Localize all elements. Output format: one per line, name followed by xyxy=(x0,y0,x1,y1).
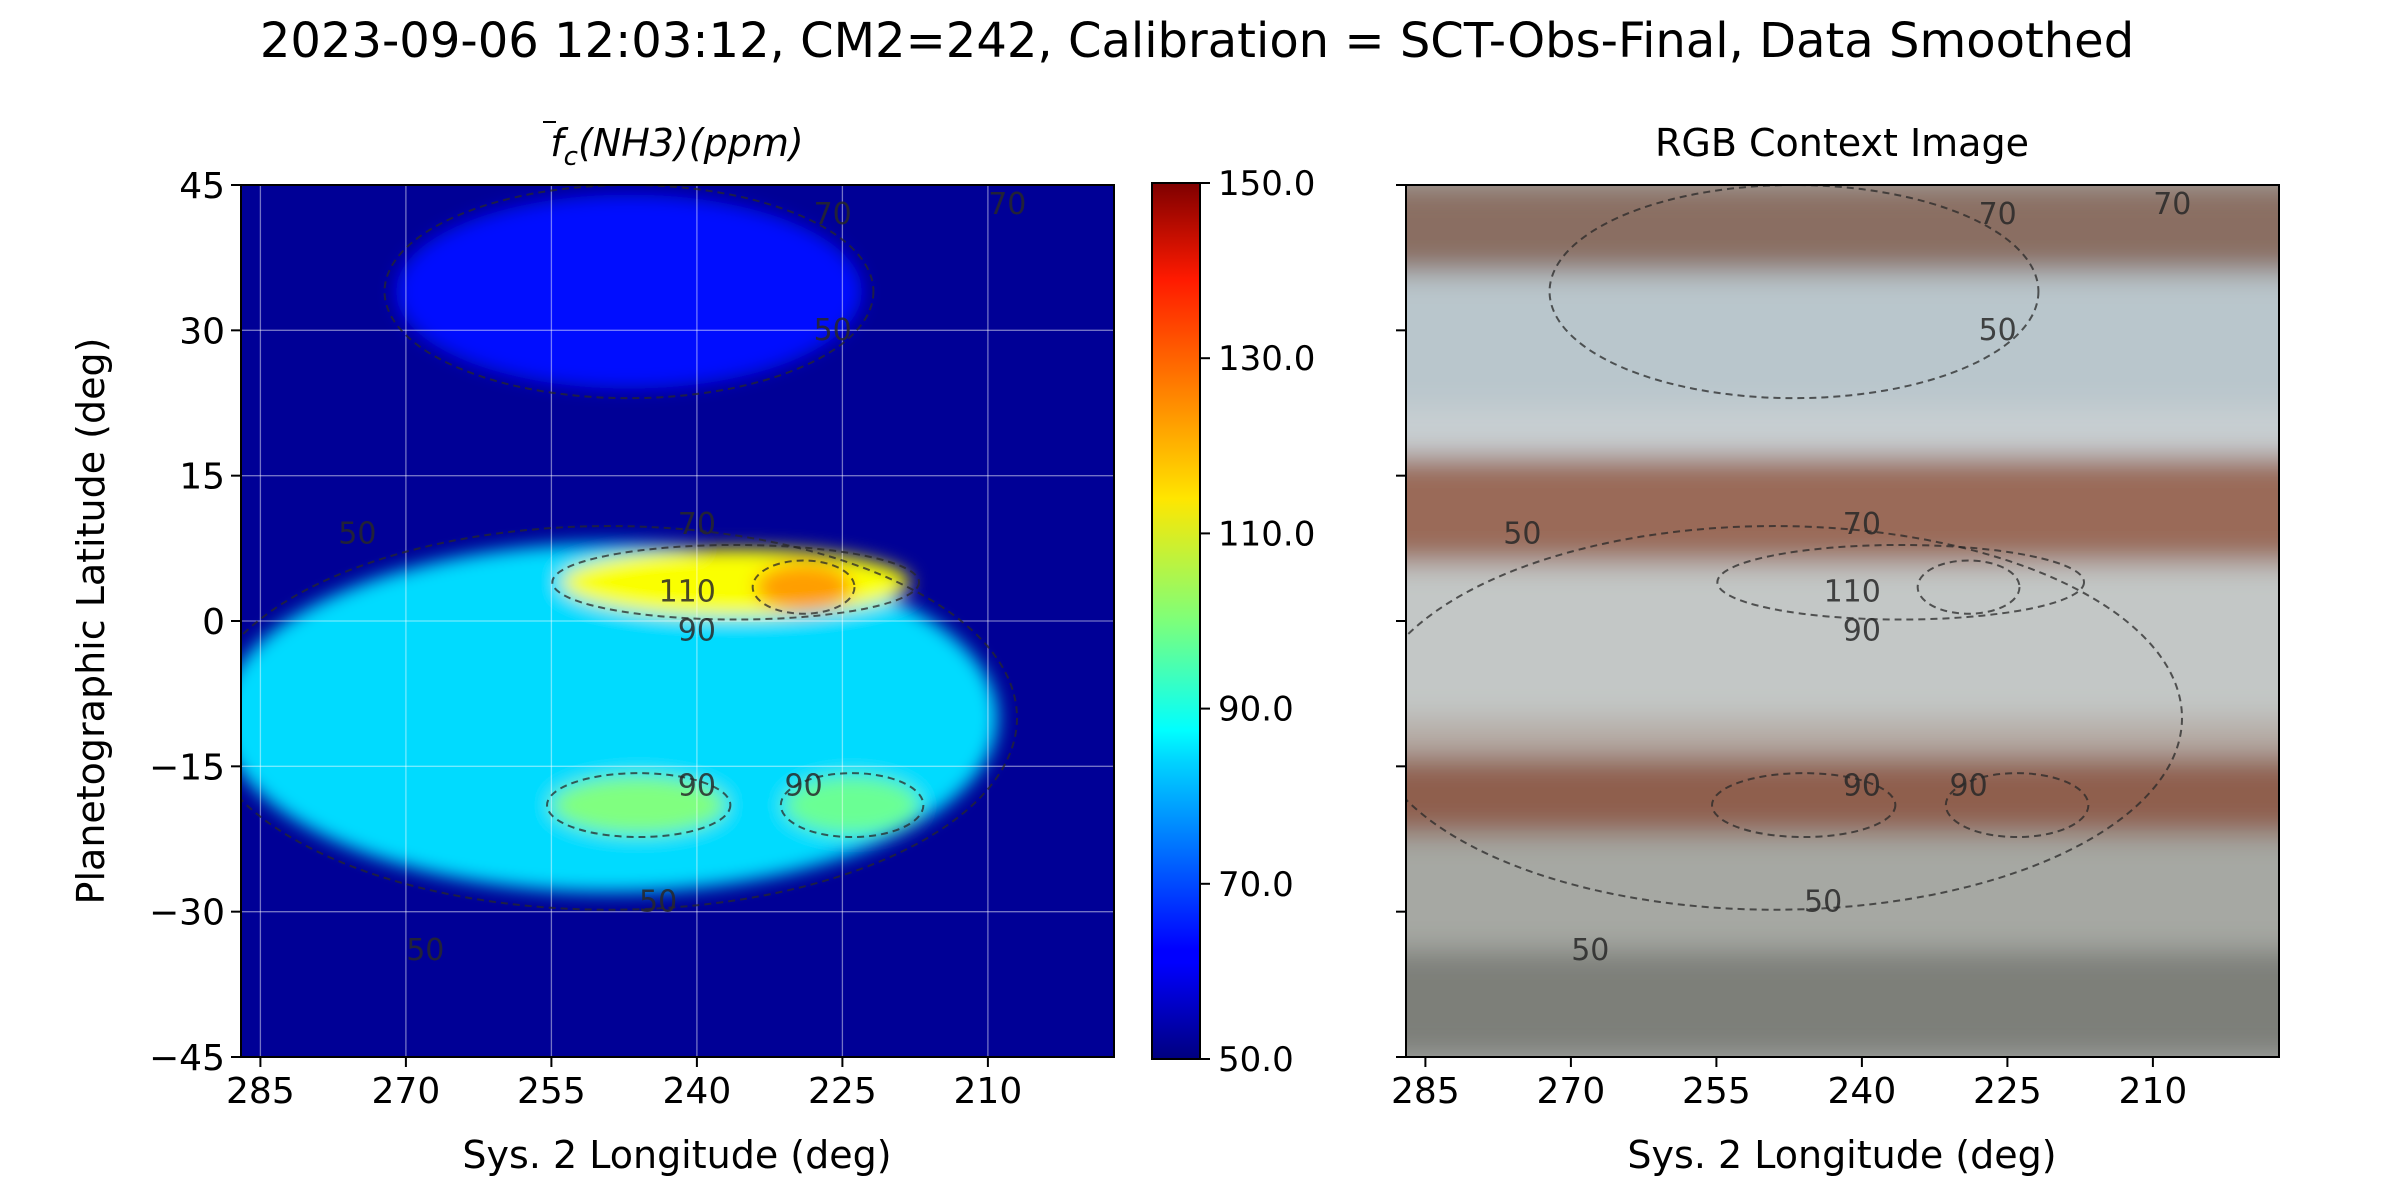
colorbar-tick-label: 110.0 xyxy=(1218,514,1315,554)
y-tick-label: 0 xyxy=(202,602,225,643)
colorbar-tick-label: 130.0 xyxy=(1218,339,1315,379)
contour-line xyxy=(546,772,732,839)
contour-label: 90 xyxy=(1843,768,1881,803)
contour-label: 90 xyxy=(678,613,716,648)
y-tick-label: −15 xyxy=(149,747,225,788)
left-panel-title: fc(NH3)(ppm) xyxy=(550,121,803,172)
right-x-ticks: 285 270 255 240 225 210 xyxy=(1391,1057,2187,1112)
contour-label: 50 xyxy=(338,516,376,551)
contour-label: 110 xyxy=(1824,575,1881,610)
x-tick-label: 225 xyxy=(1973,1071,2042,1112)
contour-label: 70 xyxy=(1979,197,2017,232)
title-rest: (NH3)(ppm) xyxy=(578,121,804,165)
x-tick-label: 240 xyxy=(663,1071,732,1112)
contour-line xyxy=(241,525,1018,911)
colorbar-tick-label: 90.0 xyxy=(1218,690,1294,730)
colorbar-tick-label: 70.0 xyxy=(1218,865,1294,905)
right-panel-title: RGB Context Image xyxy=(1655,121,2029,165)
figure-suptitle: 2023-09-06 12:03:12, CM2=242, Calibratio… xyxy=(260,13,2134,69)
right-x-axis-label: Sys. 2 Longitude (deg) xyxy=(1627,1133,2056,1177)
contour-label: 90 xyxy=(1843,613,1881,648)
colorbar-tick-label: 50.0 xyxy=(1218,1040,1294,1080)
heatmap-feature xyxy=(396,194,862,389)
contour-label: 110 xyxy=(659,575,716,610)
rgb-band xyxy=(1406,950,2279,1057)
left-y-axis-label: Planetographic Latitude (deg) xyxy=(69,338,113,905)
heatmap-feature xyxy=(784,776,920,835)
x-tick-label: 210 xyxy=(954,1071,1023,1112)
contour-line xyxy=(1916,559,2021,615)
heatmap-feature xyxy=(561,548,911,617)
colorbar: 150.0 130.0 110.0 90.0 70.0 50.0 xyxy=(1151,164,1315,1080)
contour-label: 90 xyxy=(785,768,823,803)
title-subscript: c xyxy=(564,142,578,172)
right-y-ticks xyxy=(1396,184,1406,1058)
y-tick-label: 45 xyxy=(179,166,225,207)
left-x-axis-label: Sys. 2 Longitude (deg) xyxy=(462,1133,891,1177)
x-tick-label: 225 xyxy=(808,1071,877,1112)
contour-line xyxy=(1406,525,2183,911)
y-tick-label: 30 xyxy=(179,311,225,352)
rgb-band xyxy=(1406,272,2279,408)
contour-label: 50 xyxy=(1804,885,1842,920)
contour-line xyxy=(1944,772,2090,839)
rgb-band xyxy=(1406,834,2279,951)
heatmap-feature xyxy=(551,776,726,835)
colorbar-ticks: 150.0 130.0 110.0 90.0 70.0 50.0 xyxy=(1200,164,1315,1080)
contour-line xyxy=(1716,543,2086,621)
x-tick-label: 270 xyxy=(372,1071,441,1112)
x-tick-label: 240 xyxy=(1828,1071,1897,1112)
x-tick-label: 270 xyxy=(1537,1071,1606,1112)
y-tick-label: −45 xyxy=(149,1038,225,1079)
contour-line xyxy=(1711,772,1897,839)
rgb-band xyxy=(1406,562,2279,718)
colorbar-gradient xyxy=(1151,182,1201,1060)
x-tick-label: 210 xyxy=(2119,1071,2188,1112)
rgb-band xyxy=(1406,407,2279,457)
contour-label: 50 xyxy=(1979,313,2017,348)
contour-label: 90 xyxy=(1950,768,1988,803)
contour-line xyxy=(779,772,925,839)
contour-label: 50 xyxy=(406,933,444,968)
left-x-ticks: 285 270 255 240 225 210 xyxy=(226,1057,1022,1112)
x-tick-label: 285 xyxy=(226,1071,295,1112)
contour-label: 70 xyxy=(2153,187,2191,222)
rgb-bands xyxy=(1406,185,2279,1057)
colorbar-tick-label: 150.0 xyxy=(1218,164,1315,204)
y-tick-label: 15 xyxy=(179,457,225,498)
x-tick-label: 285 xyxy=(1391,1071,1460,1112)
contour-line xyxy=(551,543,921,621)
heatmap-feature xyxy=(755,562,853,612)
rgb-band xyxy=(1406,456,2279,563)
contour-label: 70 xyxy=(1843,507,1881,542)
rgb-band xyxy=(1406,756,2279,835)
contour-label: 50 xyxy=(1571,933,1609,968)
rgb-band xyxy=(1406,185,2279,273)
contour-label: 90 xyxy=(678,768,716,803)
y-tick-label: −30 xyxy=(149,893,225,934)
contour-label: 50 xyxy=(639,885,677,920)
contour-label: 70 xyxy=(814,197,852,232)
contour-label: 50 xyxy=(1503,516,1541,551)
left-y-ticks: 45 30 15 0 −15 −30 −45 xyxy=(149,166,241,1079)
heatmap-grid xyxy=(241,185,1114,1057)
contour-line xyxy=(751,559,856,615)
rgb-band xyxy=(1406,717,2279,757)
heatmap-layer xyxy=(241,194,998,893)
contour-label: 70 xyxy=(988,187,1026,222)
contour-label: 70 xyxy=(678,507,716,542)
x-tick-label: 255 xyxy=(1682,1071,1751,1112)
x-tick-label: 255 xyxy=(517,1071,586,1112)
contour-label: 50 xyxy=(814,313,852,348)
